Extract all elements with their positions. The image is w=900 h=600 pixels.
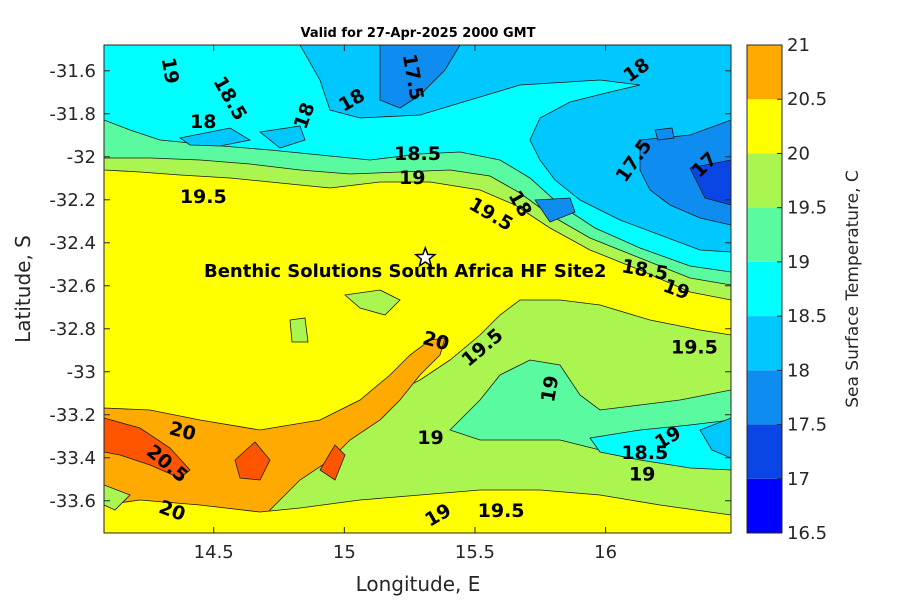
band-16.5-17-east (689, 159, 731, 206)
y-tick-label: -33.4 (49, 448, 96, 469)
contour-label: 19 (537, 374, 563, 404)
contour-label: 19 (157, 56, 183, 86)
colorbar-tick-label: 17 (787, 469, 810, 490)
x-tick-label: 14.5 (194, 542, 234, 563)
x-axis-ticks: 14.5 15 15.5 16 (194, 45, 617, 563)
band-19-19.5-tongue (344, 289, 401, 316)
x-tick-label: 15 (333, 542, 356, 563)
star-icon (413, 245, 437, 268)
contour-label: 19.5 (671, 337, 718, 359)
band-18-18.5-east (589, 419, 731, 471)
cold-patch-d (654, 127, 675, 141)
x-tick-label: 16 (594, 542, 617, 563)
band-17-17.5 (379, 45, 461, 109)
plot-frame (103, 44, 732, 534)
cold-patch-a (179, 127, 252, 147)
cold-patch-b (259, 125, 306, 149)
colorbar-swatch (747, 316, 782, 371)
contour-fill-layers (104, 45, 731, 533)
y-tick-label: -32.4 (49, 233, 96, 254)
warm-patch-a (234, 441, 271, 481)
colorbar-tick-label: 19 (787, 252, 810, 273)
colorbar-swatch (747, 207, 782, 262)
colorbar-tick-label: 20 (787, 143, 810, 164)
contour-label: 19 (399, 167, 425, 189)
colorbar-tick-label: 16.5 (787, 523, 827, 544)
y-tick-label: -33.6 (49, 491, 96, 512)
contour-label: 18.5 (621, 442, 668, 464)
warm-patch-b (319, 444, 346, 481)
contour-label: 19.5 (478, 500, 525, 522)
x-axis-label: Longitude, E (356, 572, 481, 596)
site-label: Benthic Solutions South Africa HF Site2 (204, 261, 606, 282)
y-tick-label: -33 (67, 362, 96, 383)
contour-label: 18.5 (394, 143, 441, 165)
contour-label: 19 (629, 463, 655, 485)
contour-label: 18 (190, 111, 216, 133)
colorbar-swatch (747, 424, 782, 479)
contour-label: 19.5 (180, 186, 227, 208)
y-tick-label: -33.2 (49, 405, 96, 426)
x-tick-label: 15.5 (455, 542, 495, 563)
hf-site-marker (413, 245, 437, 268)
colorbar-tick-label: 19.5 (787, 198, 827, 219)
band-20.5-21 (104, 417, 191, 479)
y-tick-label: -32.2 (49, 190, 96, 211)
y-tick-label: -32.8 (49, 319, 96, 340)
y-axis-ticks: -31.6 -31.8 -32 -32.2 -32.4 -32.6 -32.8 -33 -33.… (49, 61, 731, 512)
chart-title: Valid for 27-Apr-2025 2000 GMT (301, 26, 536, 41)
colorbar-swatch (747, 99, 782, 154)
colorbar-swatch (747, 153, 782, 208)
colorbar-tick-label: 20.5 (787, 89, 827, 110)
colorbar-tick-label: 18.5 (787, 306, 827, 327)
colorbar-tick-label: 18 (787, 360, 810, 381)
band-20-20.5 (104, 337, 446, 533)
contour-label: 19 (417, 427, 443, 449)
y-axis-label: Latitude, S (11, 235, 35, 343)
y-tick-label: -31.8 (49, 104, 96, 125)
colorbar-frame (746, 44, 783, 534)
colorbar-swatch (747, 370, 782, 425)
colorbar-tick-label: 21 (787, 35, 810, 56)
band-17.5-18-east (699, 417, 731, 459)
colorbar-swatch (747, 478, 782, 533)
band-19-19.5-sw (104, 484, 131, 511)
y-tick-label: -32.6 (49, 276, 96, 297)
band-19.5-20-south (104, 489, 731, 533)
colorbar-swatch (747, 261, 782, 317)
y-tick-label: -32 (67, 147, 96, 168)
band-19-19.5-islet (289, 317, 309, 343)
colorbar-swatch (747, 45, 782, 100)
cold-patch-c (534, 197, 576, 223)
y-tick-label: -31.6 (49, 61, 96, 82)
colorbar: 16.5 17 17.5 18 18.5 19 19.5 20 20.5 21 (746, 35, 827, 544)
colorbar-label: Sea Surface Temperature, C (843, 170, 863, 408)
colorbar-tick-label: 17.5 (787, 415, 827, 436)
